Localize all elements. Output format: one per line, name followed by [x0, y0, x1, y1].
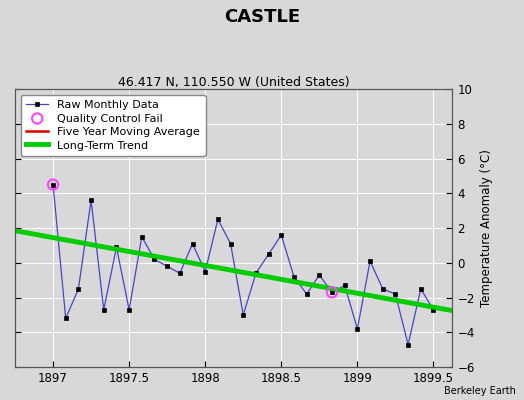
- Raw Monthly Data: [418, 286, 424, 291]
- Raw Monthly Data: [253, 271, 259, 276]
- Raw Monthly Data: [139, 234, 145, 239]
- Raw Monthly Data: [303, 292, 310, 296]
- Raw Monthly Data: [62, 316, 69, 321]
- Raw Monthly Data: [189, 241, 195, 246]
- Line: Raw Monthly Data: Raw Monthly Data: [51, 182, 435, 347]
- Y-axis label: Temperature Anomaly (°C): Temperature Anomaly (°C): [481, 149, 493, 307]
- Raw Monthly Data: [151, 257, 158, 262]
- Raw Monthly Data: [278, 233, 285, 238]
- Raw Monthly Data: [101, 307, 107, 312]
- Raw Monthly Data: [126, 307, 132, 312]
- Raw Monthly Data: [316, 273, 322, 278]
- Raw Monthly Data: [50, 182, 56, 187]
- Raw Monthly Data: [266, 252, 272, 256]
- Raw Monthly Data: [240, 312, 246, 317]
- Title: 46.417 N, 110.550 W (United States): 46.417 N, 110.550 W (United States): [118, 76, 350, 89]
- Raw Monthly Data: [177, 271, 183, 276]
- Text: Berkeley Earth: Berkeley Earth: [444, 386, 516, 396]
- Raw Monthly Data: [392, 292, 399, 296]
- Quality Control Fail: [49, 182, 57, 188]
- Legend: Raw Monthly Data, Quality Control Fail, Five Year Moving Average, Long-Term Tren: Raw Monthly Data, Quality Control Fail, …: [20, 94, 205, 156]
- Raw Monthly Data: [215, 217, 221, 222]
- Raw Monthly Data: [227, 241, 234, 246]
- Raw Monthly Data: [88, 198, 94, 203]
- Raw Monthly Data: [75, 286, 82, 291]
- Raw Monthly Data: [342, 283, 348, 288]
- Text: CASTLE: CASTLE: [224, 8, 300, 26]
- Raw Monthly Data: [354, 326, 361, 331]
- Quality Control Fail: [328, 289, 336, 296]
- Raw Monthly Data: [164, 264, 170, 269]
- Raw Monthly Data: [113, 245, 119, 250]
- Raw Monthly Data: [291, 274, 297, 279]
- Raw Monthly Data: [405, 342, 411, 347]
- Raw Monthly Data: [379, 286, 386, 291]
- Raw Monthly Data: [329, 290, 335, 295]
- Raw Monthly Data: [202, 269, 209, 274]
- Raw Monthly Data: [430, 307, 436, 312]
- Raw Monthly Data: [367, 259, 373, 264]
